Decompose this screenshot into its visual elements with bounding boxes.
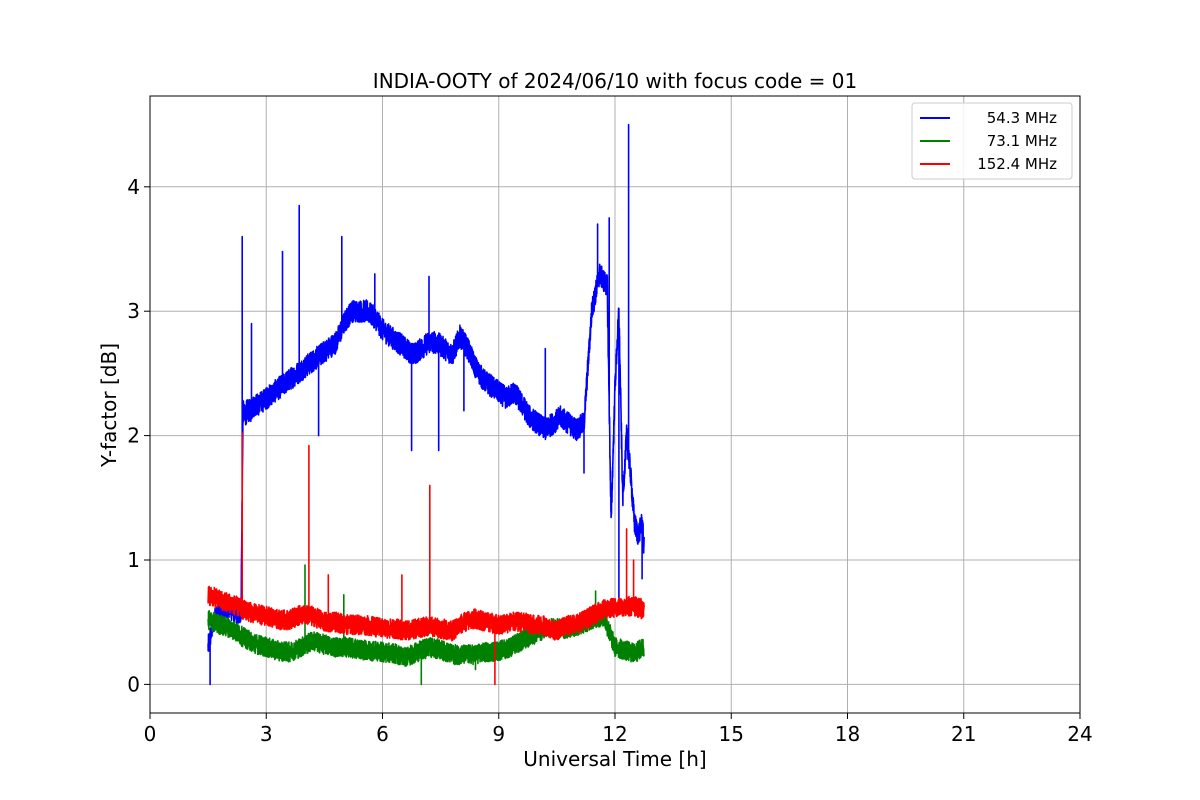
y-tick-label: 4 xyxy=(127,175,140,199)
x-tick-label: 3 xyxy=(260,722,273,746)
y-axis-label: Y-factor [dB] xyxy=(97,343,121,468)
legend-label: 54.3 MHz xyxy=(987,109,1057,127)
series-line-0 xyxy=(207,123,645,686)
legend-label: 73.1 MHz xyxy=(987,132,1057,150)
x-tick-label: 6 xyxy=(376,722,389,746)
x-tick-label: 21 xyxy=(951,722,976,746)
chart-title: INDIA-OOTY of 2024/06/10 with focus code… xyxy=(373,69,857,93)
legend: 54.3 MHz 73.1 MHz 152.4 MHz xyxy=(911,102,1073,180)
x-tick-label: 9 xyxy=(492,722,505,746)
x-tick-label: 15 xyxy=(719,722,744,746)
legend-box xyxy=(911,102,1073,180)
x-tick-label: 18 xyxy=(835,722,860,746)
y-tick-label: 0 xyxy=(127,672,140,696)
plot-area xyxy=(207,123,645,686)
legend-label: 152.4 MHz xyxy=(977,155,1057,173)
x-tick-label: 0 xyxy=(144,722,157,746)
series-line-2 xyxy=(207,432,645,686)
y-tick-label: 2 xyxy=(127,424,140,448)
x-tick-label: 24 xyxy=(1067,722,1092,746)
x-axis-label: Universal Time [h] xyxy=(523,747,706,771)
x-tick-label: 12 xyxy=(602,722,627,746)
grid-lines xyxy=(150,96,1080,713)
y-tick-label: 1 xyxy=(127,548,140,572)
y-tick-label: 3 xyxy=(127,299,140,323)
